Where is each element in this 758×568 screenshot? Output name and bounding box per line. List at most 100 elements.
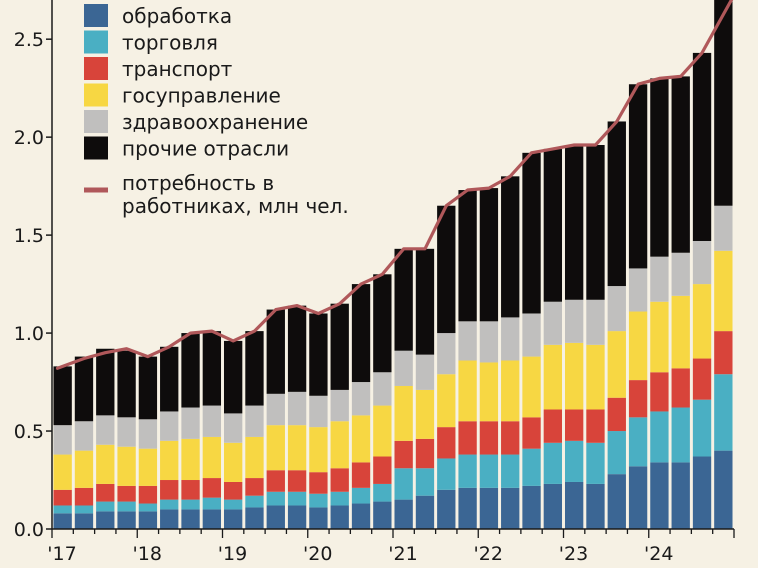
bar-segment xyxy=(522,485,541,529)
bar-segment xyxy=(181,499,200,510)
bar-segment xyxy=(714,450,733,529)
bar-segment xyxy=(245,478,264,496)
bar-segment xyxy=(202,478,222,498)
bar-segment xyxy=(650,78,669,257)
bar-segment xyxy=(160,346,179,412)
bar-segment xyxy=(479,421,499,455)
bar-segment xyxy=(564,342,584,410)
bar-segment xyxy=(223,442,243,482)
bar-segment xyxy=(117,501,136,512)
x-tick-label: '21 xyxy=(388,543,417,565)
bar-segment xyxy=(373,483,392,502)
bar-segment xyxy=(543,301,563,345)
bar-segment xyxy=(543,442,563,484)
bar-segment xyxy=(586,299,605,345)
bar-segment xyxy=(223,509,243,529)
y-tick-label: 2.0 xyxy=(14,127,44,149)
bar-segment xyxy=(223,340,243,414)
bar-segment xyxy=(458,454,477,488)
bar-segment xyxy=(96,348,115,416)
bar-segment xyxy=(330,303,349,390)
bar-segment xyxy=(628,268,648,312)
bar-segment xyxy=(373,405,392,457)
bar-segment xyxy=(266,491,285,506)
bar-segment xyxy=(586,344,605,410)
y-tick-label: 0.5 xyxy=(14,421,44,443)
bar-segment xyxy=(351,382,371,416)
bar-segment xyxy=(650,301,669,373)
bar-segment xyxy=(437,489,456,529)
bar-segment xyxy=(373,274,392,373)
legend-swatch xyxy=(84,30,108,54)
bar-segment xyxy=(309,493,328,508)
bar-segment xyxy=(522,448,541,486)
bar-segment xyxy=(266,505,285,529)
bar-segment xyxy=(628,311,648,381)
bar-segment xyxy=(543,483,563,529)
bar-segment xyxy=(650,256,669,302)
bar-segment xyxy=(607,431,626,475)
bar-segment xyxy=(160,411,179,441)
bar-segment xyxy=(564,481,584,529)
bar-segment xyxy=(138,511,158,529)
bar-segment xyxy=(458,421,477,455)
legend-swatch xyxy=(84,83,108,107)
bar-segment xyxy=(53,513,72,529)
bar-segment xyxy=(53,489,72,506)
bar-segment xyxy=(287,491,307,506)
bar-segment xyxy=(692,52,712,241)
bar-segment xyxy=(394,468,413,500)
bar-segment xyxy=(522,152,541,314)
bar-segment xyxy=(714,374,733,451)
bar-segment xyxy=(138,356,158,420)
bar-segment xyxy=(309,395,328,428)
bar-segment xyxy=(287,425,307,471)
bar-segment xyxy=(692,358,712,400)
bar-segment xyxy=(202,509,222,529)
bar-segment xyxy=(628,380,648,418)
bar-segment xyxy=(202,497,222,510)
bar-segment xyxy=(287,305,307,392)
bar-segment xyxy=(650,462,669,529)
bar-segment xyxy=(202,436,222,479)
bar-segment xyxy=(96,415,115,445)
bar-segment xyxy=(74,356,94,422)
bar-segment xyxy=(671,368,690,408)
series-4 xyxy=(53,205,733,455)
x-axis: '17 '18 '19 '20 '21 '22 '23 '24 xyxy=(47,528,735,565)
legend-swatch xyxy=(84,136,108,160)
bar-segment xyxy=(479,454,499,488)
bar-segment xyxy=(373,372,392,406)
bar-segment xyxy=(607,397,626,432)
x-tick-label: '20 xyxy=(303,543,332,565)
bar-segment xyxy=(543,344,563,410)
bar-segment xyxy=(479,487,499,529)
bar-segment xyxy=(458,360,477,422)
bar-segment xyxy=(394,248,413,351)
bar-segment xyxy=(330,389,349,422)
bar-segment xyxy=(415,495,435,529)
bar-segment xyxy=(266,470,285,492)
bar-segment xyxy=(437,333,456,375)
demand-line-layer xyxy=(55,0,734,370)
bar-segment xyxy=(479,188,499,322)
legend-swatch xyxy=(84,4,108,27)
bar-segment xyxy=(287,470,307,492)
series-1 xyxy=(53,374,733,514)
bar-segment xyxy=(245,331,264,406)
bar-segment xyxy=(138,448,158,486)
y-tick-label: 1.0 xyxy=(14,323,44,345)
bar-segment xyxy=(96,501,115,512)
x-tick-label: '23 xyxy=(559,543,588,565)
bar-segment xyxy=(74,513,94,529)
bar-segment xyxy=(564,440,584,482)
bar-segment xyxy=(671,76,690,253)
bar-segment xyxy=(586,144,605,300)
bars-layer xyxy=(53,0,733,529)
bar-segment xyxy=(117,446,136,486)
bar-segment xyxy=(309,507,328,529)
bar-segment xyxy=(501,317,520,361)
bar-segment xyxy=(351,503,371,529)
